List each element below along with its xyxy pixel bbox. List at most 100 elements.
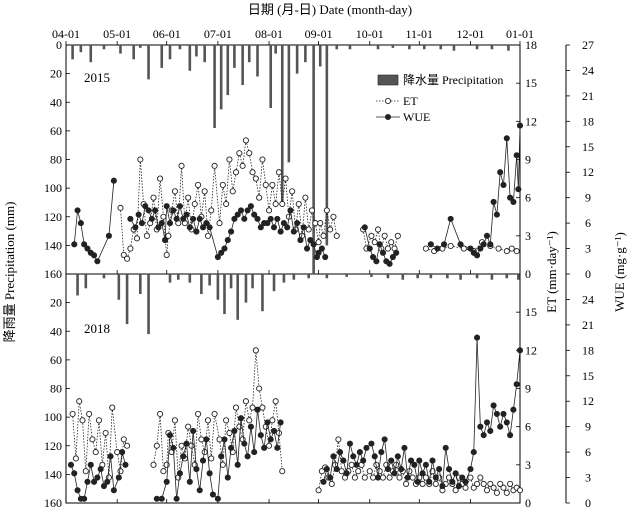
et-2015-segment xyxy=(207,210,212,236)
et-2015-segment xyxy=(166,235,169,255)
et-2018-segment xyxy=(105,432,110,478)
wue-2015-segment xyxy=(73,210,78,245)
wue-2018-point xyxy=(462,478,469,485)
et-2015-segment xyxy=(366,235,372,249)
et-2015-point xyxy=(178,162,185,169)
precipitation-bar xyxy=(216,274,220,300)
precipitation-bar xyxy=(386,274,390,279)
et-2018-segment xyxy=(92,439,97,453)
et-2015-segment xyxy=(146,223,151,236)
precip-tick-label: 160 xyxy=(44,267,62,281)
wue-2015-point xyxy=(480,241,487,248)
wue-2018-point xyxy=(100,482,108,490)
et-2018-segment xyxy=(275,401,280,434)
precipitation-bar xyxy=(282,274,286,283)
wue-2018-segment xyxy=(257,409,262,436)
et-2015-point xyxy=(422,245,429,252)
et-2018-segment xyxy=(88,413,93,440)
wue-2018-point xyxy=(323,466,330,473)
right-axis-et-title: ET (mm·day⁻¹) xyxy=(544,231,559,313)
et-2018-point xyxy=(361,474,368,481)
precipitation-bar xyxy=(312,45,315,274)
precipitation-bar xyxy=(370,274,373,277)
et-2018-point xyxy=(328,480,335,487)
et-2015-point xyxy=(157,175,164,182)
wue-2018-segment xyxy=(110,456,115,491)
et-2018-point xyxy=(348,461,355,468)
wue-2015-point xyxy=(389,253,396,261)
et-2018-segment xyxy=(120,439,125,472)
wue-2015-segment xyxy=(209,227,219,258)
et-2015-segment xyxy=(304,197,310,230)
wue-2018-point xyxy=(67,461,75,468)
wue-2018-point xyxy=(503,419,510,426)
precipitation-bar xyxy=(236,274,239,320)
et-2018-segment xyxy=(225,420,230,434)
et-2018-segment xyxy=(245,401,250,421)
wue-2018-segment xyxy=(199,460,204,491)
wue-2015-point xyxy=(251,211,258,218)
wue-2018-point xyxy=(439,482,446,490)
wue-2015-point xyxy=(467,245,474,252)
precipitation-bar xyxy=(138,274,142,295)
series-layer xyxy=(67,122,524,502)
wue-2018-segment xyxy=(237,418,242,465)
et-2015-segment xyxy=(174,191,179,224)
precipitation-bar xyxy=(223,274,226,315)
et-2015-point xyxy=(384,245,391,252)
wue-tick-label: 9 xyxy=(585,420,591,434)
wue-tick-label: 9 xyxy=(585,191,591,205)
wue-2015-point xyxy=(290,228,297,235)
precipitation-bar xyxy=(401,274,405,280)
wue-2018-point xyxy=(422,461,429,468)
wue-2018-point xyxy=(261,444,268,451)
et-2015-point xyxy=(275,169,283,176)
et-2015-point xyxy=(259,156,266,163)
wue-2015-point xyxy=(503,135,510,142)
wue-2015-point xyxy=(237,207,245,214)
et-2018-segment xyxy=(351,464,356,478)
wue-2018-point xyxy=(360,457,367,464)
wue-2018-point xyxy=(199,457,207,464)
wue-2018-point xyxy=(231,427,238,434)
et-2015-segment xyxy=(380,235,386,249)
wue-2015-point xyxy=(393,249,400,256)
wue-2018-point xyxy=(221,436,228,443)
wue-2015-point xyxy=(287,207,294,214)
wue-2018-segment xyxy=(476,337,481,427)
precipitation-bar xyxy=(416,274,419,279)
wue-2018-point xyxy=(350,453,357,460)
wue-2018-point xyxy=(513,381,520,388)
wue-2015-point xyxy=(81,241,88,248)
et-2018-point xyxy=(195,410,202,417)
wue-2018-segment xyxy=(233,430,239,465)
et-2015-point xyxy=(368,232,375,239)
wue-2018-point xyxy=(224,474,231,481)
precipitation-bar xyxy=(117,274,121,300)
precipitation-bar xyxy=(147,274,150,335)
wue-2018-point xyxy=(470,449,477,456)
et-2015-segment xyxy=(156,178,161,230)
et-2015-point xyxy=(137,156,144,163)
precipitation-bar xyxy=(507,45,510,51)
et-2015-segment xyxy=(232,172,237,192)
et-tick-label: 3 xyxy=(525,229,531,243)
wue-2018-point xyxy=(467,466,474,473)
et-2015-segment xyxy=(245,140,250,154)
et-2018-point xyxy=(462,484,469,491)
et-2018-point xyxy=(226,429,233,437)
precipitation-bar xyxy=(391,45,395,48)
wue-2015-segment xyxy=(512,155,518,202)
et-2015-segment xyxy=(326,210,331,230)
wue-2015-point xyxy=(94,258,101,265)
et-2018-segment xyxy=(166,433,169,465)
wue-2018-segment xyxy=(516,350,521,385)
year-label-2018: 2018 xyxy=(84,321,110,336)
wue-2018-point xyxy=(404,474,411,481)
wue-2015-point xyxy=(434,245,441,252)
et-2015-segment xyxy=(242,140,247,166)
et-2015-segment xyxy=(319,223,324,236)
precipitation-bar xyxy=(274,45,277,54)
et-2015-point xyxy=(171,188,179,195)
